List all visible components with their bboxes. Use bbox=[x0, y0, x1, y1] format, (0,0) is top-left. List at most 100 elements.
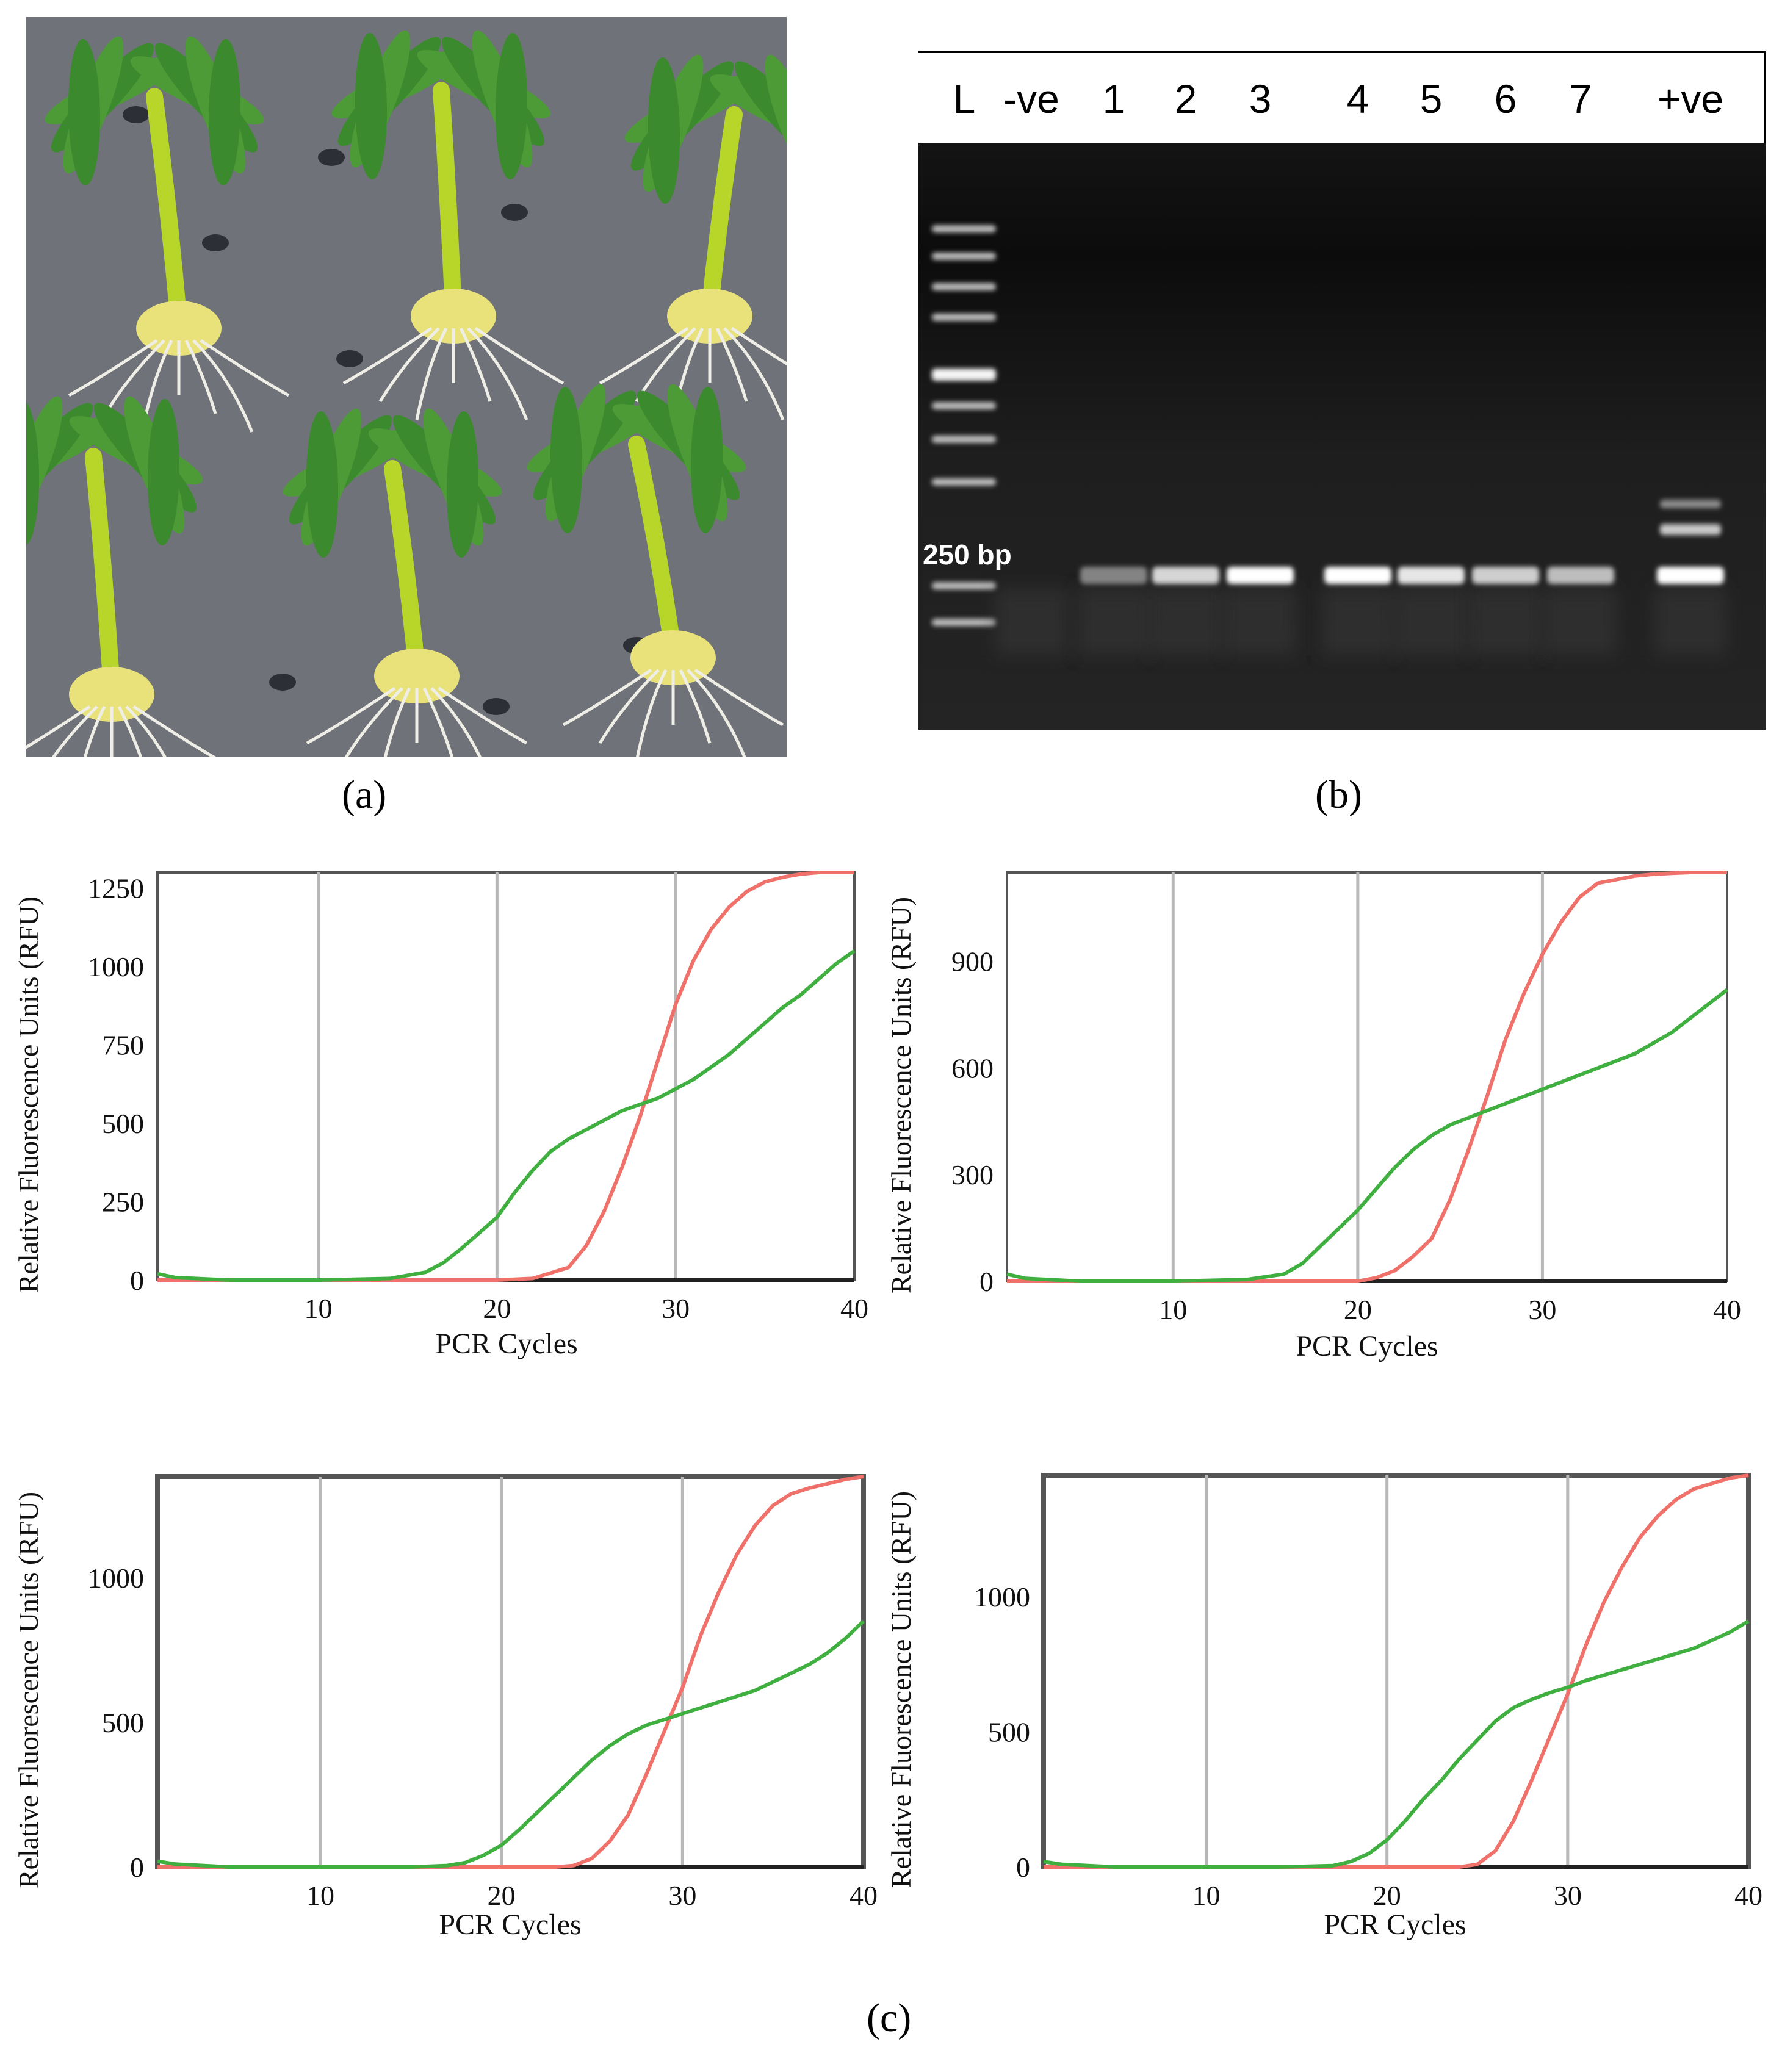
x-axis-label: PCR Cycles bbox=[439, 1908, 581, 1941]
red-amplification-curve bbox=[1044, 1473, 1749, 1869]
x-tick-label: 40 bbox=[1734, 1880, 1762, 1911]
y-tick-label: 0 bbox=[1016, 1852, 1030, 1883]
pcr-band-lane-5 bbox=[1324, 567, 1391, 584]
y-tick-label: 250 bbox=[102, 1187, 144, 1218]
qpcr-chart-2: 10 20 30 40 0 300 600 900 PCR Cycles Relative Flu… bbox=[886, 871, 1741, 1362]
pcr-band-lane-7 bbox=[1472, 567, 1539, 584]
root bbox=[430, 687, 482, 757]
leaf bbox=[446, 411, 479, 558]
x-tick-label: 10 bbox=[1192, 1880, 1221, 1911]
smear bbox=[1394, 588, 1468, 655]
stem bbox=[85, 448, 120, 697]
green-amplification-curve bbox=[157, 1619, 865, 1869]
pcr-band-lane-9 bbox=[1657, 567, 1724, 584]
pcr-band-lane-2 bbox=[1080, 567, 1147, 584]
leaf bbox=[648, 57, 680, 204]
qpcr-chart-4: 10 20 30 40 0 500 1000 PCR Cycles Relative Fluor… bbox=[886, 1473, 1762, 1941]
red-amplification-curve bbox=[1007, 871, 1727, 1283]
plantlet-illustration bbox=[26, 17, 787, 757]
callus bbox=[411, 289, 496, 344]
plantlet-photo bbox=[26, 17, 787, 757]
y-tick-label: 0 bbox=[979, 1266, 994, 1297]
root bbox=[117, 705, 143, 757]
ladder-band bbox=[932, 619, 996, 626]
leaf bbox=[208, 39, 241, 185]
plot-area bbox=[155, 1474, 866, 1869]
callus bbox=[374, 649, 460, 703]
callus bbox=[69, 667, 154, 722]
ladder-band bbox=[932, 314, 996, 321]
background-spot-5 bbox=[483, 698, 510, 715]
lane-label-3: 2 bbox=[1174, 76, 1197, 121]
plantlet-2 bbox=[599, 54, 787, 420]
ladder-band bbox=[932, 436, 996, 443]
leaf bbox=[147, 399, 180, 545]
x-tick-label: 10 bbox=[306, 1880, 334, 1911]
panel-label-b: (b) bbox=[1315, 772, 1362, 817]
green-amplification-curve bbox=[157, 949, 856, 1282]
y-tick-label: 500 bbox=[102, 1108, 144, 1139]
x-tick-label: 20 bbox=[1373, 1880, 1401, 1911]
leaf bbox=[68, 39, 101, 185]
lane-label-8: 7 bbox=[1569, 76, 1592, 121]
root bbox=[474, 326, 565, 385]
ladder-band bbox=[932, 283, 996, 290]
plot-area bbox=[1041, 1473, 1751, 1869]
green-amplification-curve bbox=[1043, 1619, 1750, 1869]
root bbox=[598, 669, 660, 744]
lane-label-2: 1 bbox=[1102, 76, 1125, 121]
root bbox=[342, 326, 433, 385]
red-amplification-curve bbox=[157, 871, 854, 1282]
x-tick-label: 40 bbox=[1713, 1294, 1741, 1325]
plantlet-1 bbox=[331, 30, 565, 420]
plot-area bbox=[1006, 871, 1728, 1282]
ladder-band bbox=[932, 478, 996, 486]
plantlet-0 bbox=[45, 36, 290, 433]
y-axis-label: Relative Fluorescence Units (RFU) bbox=[886, 897, 917, 1293]
smear bbox=[1321, 588, 1394, 655]
root bbox=[306, 686, 396, 745]
red-amplification-curve bbox=[157, 1475, 864, 1869]
plantlet-4 bbox=[283, 408, 528, 757]
green-amplification-curve bbox=[1006, 988, 1728, 1283]
x-tick-label: 40 bbox=[850, 1880, 878, 1911]
smear bbox=[1654, 588, 1727, 655]
callus bbox=[136, 301, 222, 356]
stem bbox=[628, 436, 682, 660]
leaf bbox=[495, 33, 528, 179]
background-spot-7 bbox=[123, 106, 150, 123]
root bbox=[125, 705, 167, 757]
size-marker-label: 250 bp bbox=[923, 539, 1012, 570]
ladder-band bbox=[932, 402, 996, 409]
root bbox=[383, 687, 411, 757]
y-tick-label: 1250 bbox=[88, 873, 144, 904]
leaf bbox=[550, 387, 583, 533]
qpcr-chart-1: 10 20 30 40 0 250 500 750 1000 1250 PCR Cycles Rela… bbox=[13, 871, 868, 1360]
leaf bbox=[690, 387, 723, 533]
smear bbox=[1149, 588, 1222, 655]
y-tick-label: 900 bbox=[951, 946, 994, 977]
leaf bbox=[765, 54, 787, 192]
ladder-band bbox=[932, 253, 996, 260]
y-tick-label: 500 bbox=[988, 1717, 1030, 1748]
y-tick-label: 500 bbox=[102, 1707, 144, 1738]
root bbox=[68, 339, 158, 397]
background-spot-3 bbox=[336, 350, 363, 367]
gel-image bbox=[918, 51, 1766, 730]
root bbox=[104, 339, 165, 415]
x-tick-label: 40 bbox=[840, 1293, 868, 1324]
root bbox=[715, 327, 748, 402]
lane-label-1: -ve bbox=[1003, 76, 1059, 121]
callus bbox=[630, 630, 716, 685]
x-tick-label: 30 bbox=[1554, 1880, 1582, 1911]
root bbox=[459, 327, 492, 402]
root bbox=[83, 705, 106, 757]
leaf bbox=[306, 411, 339, 558]
plantlet-5 bbox=[527, 384, 784, 757]
y-tick-label: 1000 bbox=[88, 951, 144, 982]
root bbox=[184, 339, 217, 414]
pcr-band-lane-6 bbox=[1398, 567, 1465, 584]
root bbox=[723, 327, 785, 420]
lane-label-6: 5 bbox=[1419, 76, 1443, 121]
y-tick-label: 300 bbox=[951, 1159, 994, 1190]
